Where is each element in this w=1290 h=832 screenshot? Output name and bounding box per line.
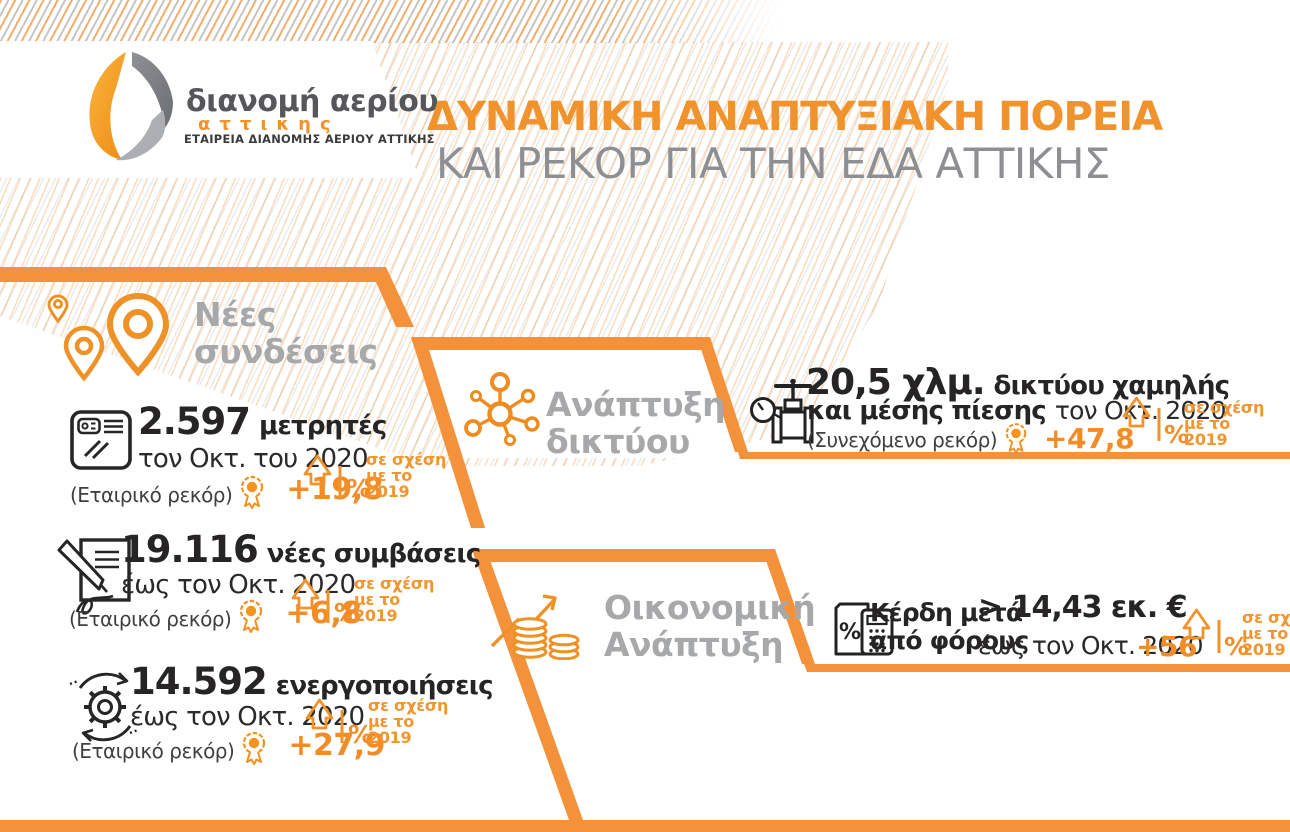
increase-arrow-icon — [291, 578, 330, 623]
award-medal-icon — [241, 475, 264, 509]
stat-contracts: 19.116 νέες συμβάσεις έως τον Οκτ. 2020 … — [55, 528, 535, 640]
diagonal-stripe-b — [472, 549, 583, 820]
bottom-bar — [0, 820, 1290, 832]
stat-unit: μετρητές — [259, 411, 387, 441]
stat-record: (Εταιρικό ρεκόρ) — [72, 739, 235, 763]
stat-activations: 14.592 ενεργοποιήσεις έως τον Οκτ. 2020 … — [69, 660, 552, 765]
page-title-line1: ΔΥΝΑΜΙΚΗ ΑΝΑΠΤΥΞΙΑΚΗ ΠΟΡΕΙΑ — [427, 94, 1163, 140]
tier2-baseline — [738, 452, 1290, 459]
stat-record: (Εταιρικό ρεκόρ) — [69, 607, 232, 631]
stat-period: τον Οκτ. του 2020 — [138, 444, 369, 474]
comparison-note: σε σχέση με το 2019 — [1242, 608, 1290, 659]
stat-unit: δικτύου χαμηλής — [993, 371, 1231, 401]
stat-value: 20,5 χλμ. — [806, 362, 986, 403]
comparison-note: σε σχέση με το 2019 — [354, 574, 435, 625]
stat-profit: % Κέρδη μετά από φόρους > 14,43 εκ. € έω… — [830, 590, 1290, 674]
coins-growth-icon — [490, 594, 580, 660]
stat-change: +47,8 — [1044, 422, 1135, 455]
increase-arrow-icon — [303, 454, 342, 499]
increase-arrow-icon — [1122, 396, 1161, 441]
stat-change: +56 — [1136, 630, 1197, 663]
percent-sign: % — [346, 474, 372, 503]
stat-unit: νέες συμβάσεις — [266, 539, 481, 569]
logo-name: διανομή αερίου — [186, 84, 439, 119]
map-pins-icon — [47, 292, 170, 382]
stat-label-line2: από φόρους — [870, 626, 1029, 655]
svg-text:%: % — [839, 620, 861, 645]
eda-attikis-logo-mark — [89, 52, 173, 161]
logo-city: αττικης — [198, 114, 340, 135]
logo-subtitle: ΕΤΑΙΡΕΙΑ ΔΙΑΝΟΜΗΣ ΑΕΡΙΟΥ ΑΤΤΙΚΗΣ — [184, 132, 435, 146]
stat-period: τον Οκτ. 2020 — [1054, 396, 1227, 425]
diagonal-stripe-a — [411, 337, 485, 528]
stat-network-km: 20,5 χλμ. δικτύου χαμηλής και μέσης πίεσ… — [750, 362, 1290, 462]
contract-pen-icon — [57, 538, 131, 615]
comparison-note: σε σχέση με το 2019 — [366, 450, 447, 501]
stat-change: +19,8 — [286, 472, 383, 507]
tier3-right-edge — [762, 549, 815, 664]
tier3-baseline — [804, 664, 1290, 672]
comparison-note: σε σχέση με το 2019 — [368, 696, 449, 747]
stat-label-line1: Κέρδη μετά — [870, 598, 1023, 627]
stat-record: (Εταιρικό ρεκόρ) — [70, 483, 233, 507]
stat-value: 19.116 — [121, 528, 259, 571]
comparison-note: σε σχέση με το 2019 — [1184, 398, 1265, 449]
percent-sign: % — [334, 598, 360, 627]
stat-unit: ενεργοποιήσεις — [275, 671, 494, 701]
gear-cycle-icon — [69, 672, 139, 742]
tier2-top-bar — [411, 337, 714, 350]
section-label-connections: Νέες συνδέσεις — [194, 295, 378, 371]
valve-gauge-icon — [750, 378, 814, 444]
increase-arrow-icon — [1182, 608, 1221, 653]
tier3-top-bar — [472, 549, 779, 562]
stat-record: (Συνεχόμενο ρεκόρ) — [807, 428, 998, 452]
award-medal-icon — [240, 599, 263, 633]
gas-meter-icon — [70, 410, 132, 470]
stat-value: 2.597 — [138, 400, 251, 443]
percent-sign: % — [1224, 632, 1250, 661]
tier2-right-edge — [697, 337, 748, 452]
section-label-financial: Οικονομική Ανάπτυξη — [604, 588, 816, 664]
percent-sign: % — [348, 720, 374, 749]
page-title-line2: ΚΑΙ ΡΕΚΟΡ ΓΙΑ ΤΗΝ ΕΔΑ ΑΤΤΙΚΗΣ — [436, 139, 1110, 188]
stat-value: 14.592 — [130, 660, 268, 703]
section-label-network: Ανάπτυξη δικτύου — [546, 385, 726, 461]
hatch-top-fade — [600, 0, 812, 43]
tax-document-calculator-icon: % — [834, 602, 894, 656]
stat-unit-2: και μέσης πίεσης — [807, 396, 1047, 426]
increase-arrow-icon — [305, 698, 344, 743]
network-molecule-icon — [464, 372, 540, 446]
stat-meters: 2.597 μετρητές τον Οκτ. του 2020 (Εταιρι… — [70, 400, 550, 512]
stat-change: +27,9 — [288, 728, 385, 763]
tier1-top-bar — [0, 267, 414, 327]
stat-period: έως τον Οκτ. 2020 — [978, 631, 1204, 660]
percent-sign: % — [1164, 420, 1190, 449]
award-medal-icon — [1005, 423, 1027, 454]
award-medal-icon — [243, 731, 266, 765]
stat-value: > 14,43 εκ. € — [978, 590, 1188, 625]
